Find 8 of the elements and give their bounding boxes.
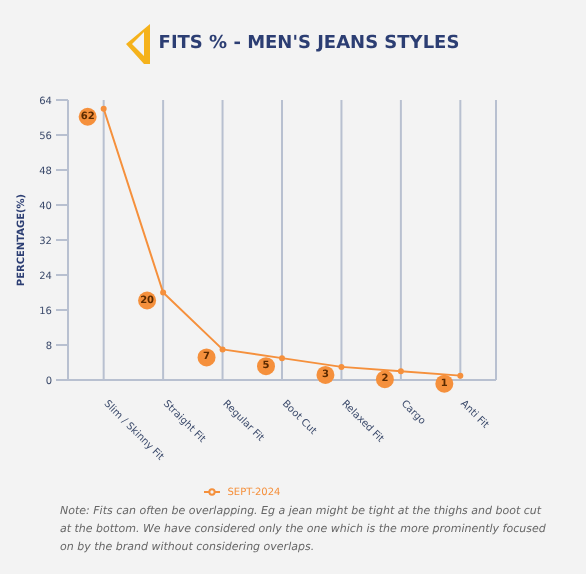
point [457,372,464,379]
point [160,289,167,296]
point [219,346,226,353]
point [338,363,345,370]
chart-title: FITS % - MEN'S JEANS STYLES [158,34,460,54]
point [397,368,404,375]
point [100,105,107,112]
point [279,355,285,362]
